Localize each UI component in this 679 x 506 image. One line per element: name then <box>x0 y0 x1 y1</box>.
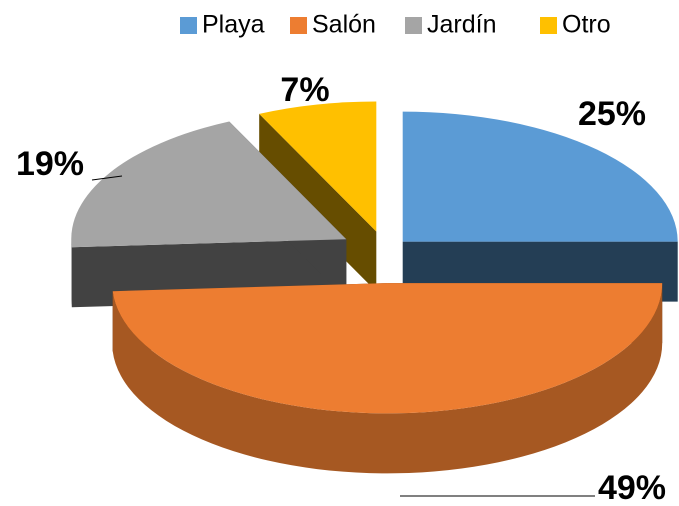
slice <box>402 111 678 242</box>
data-label: 7% <box>280 71 329 109</box>
slice <box>259 101 377 232</box>
legend-swatch <box>180 17 197 34</box>
legend-swatch <box>290 17 307 34</box>
slice-wall <box>71 239 72 308</box>
data-label: 25% <box>578 95 646 133</box>
leader-line <box>91 175 123 181</box>
slice-side <box>259 113 377 292</box>
slice <box>112 283 663 414</box>
legend-label: Playa <box>202 11 265 39</box>
legend-swatch <box>540 17 557 34</box>
pie <box>71 101 678 474</box>
data-label: 49% <box>598 469 666 506</box>
legend-label: Jardín <box>427 11 496 39</box>
slice-wall <box>112 283 663 474</box>
legend-swatch <box>405 17 422 34</box>
slice <box>71 121 347 248</box>
legend: Playa Salón Jardín Otro <box>180 11 611 39</box>
data-label: 19% <box>16 145 84 183</box>
data-labels: 25% 49% 19% 7% <box>16 71 666 506</box>
legend-label: Salón <box>312 11 376 39</box>
legend-label: Otro <box>562 11 611 39</box>
